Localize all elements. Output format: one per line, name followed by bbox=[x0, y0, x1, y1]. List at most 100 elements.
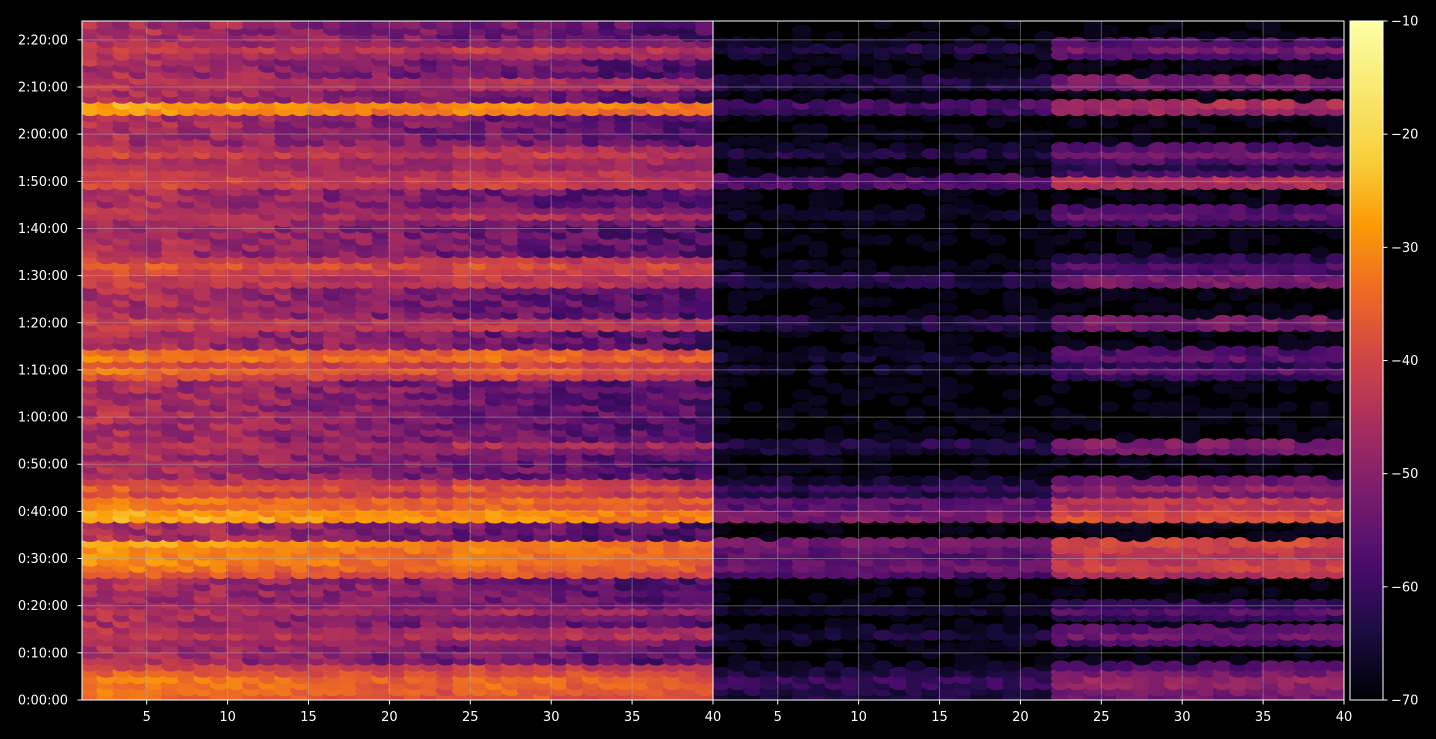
heatmap-cell bbox=[1147, 660, 1168, 672]
heatmap-cell bbox=[1050, 598, 1071, 610]
heatmap-cell bbox=[872, 660, 893, 672]
heatmap-cell bbox=[970, 598, 990, 610]
heatmap-cell bbox=[872, 604, 893, 617]
heatmap-cell bbox=[1293, 537, 1314, 549]
heatmap-cell bbox=[1325, 537, 1344, 549]
heatmap-cell bbox=[1018, 592, 1039, 604]
heatmap-cell bbox=[339, 21, 359, 30]
heatmap-cell bbox=[1067, 598, 1087, 610]
heatmap-cell bbox=[775, 660, 796, 672]
heatmap-cell bbox=[970, 654, 990, 666]
heatmap-cell bbox=[856, 641, 877, 654]
heatmap-cell bbox=[1083, 623, 1104, 635]
heatmap-cell bbox=[970, 623, 990, 635]
heatmap-cell bbox=[1115, 623, 1136, 635]
heatmap-cell bbox=[727, 641, 748, 654]
heatmap-cell bbox=[872, 537, 893, 549]
heatmap-cell bbox=[371, 21, 392, 30]
heatmap-cell bbox=[824, 537, 845, 549]
heatmap-cell bbox=[1212, 660, 1233, 672]
heatmap-cell bbox=[678, 21, 699, 30]
heatmap-cell bbox=[856, 623, 877, 635]
heatmap-cell bbox=[1018, 666, 1039, 678]
heatmap-cell bbox=[1228, 537, 1249, 549]
heatmap-cell bbox=[1196, 623, 1217, 635]
heatmap-cell bbox=[1325, 623, 1344, 635]
heatmap-cell bbox=[1245, 623, 1265, 635]
heatmap-cell bbox=[792, 660, 812, 672]
heatmap-cell bbox=[1245, 660, 1265, 672]
heatmap-cell bbox=[1147, 598, 1168, 610]
heatmap-cell bbox=[1261, 586, 1282, 598]
heatmap-cell bbox=[808, 604, 829, 617]
right-heatmap-marks bbox=[713, 21, 1344, 700]
heatmap-cell bbox=[1196, 660, 1217, 672]
heatmap-cell bbox=[597, 21, 618, 30]
heatmap-cell bbox=[743, 623, 764, 635]
heatmap-cell bbox=[759, 604, 780, 617]
heatmap-cell bbox=[1067, 586, 1087, 598]
heatmap-cell bbox=[905, 586, 926, 598]
heatmap-cell bbox=[630, 21, 651, 30]
heatmap-cell bbox=[161, 21, 181, 30]
heatmap-cell bbox=[1099, 598, 1120, 610]
heatmap-cell bbox=[1083, 654, 1104, 666]
heatmap-cell bbox=[824, 648, 845, 660]
heatmap-cell bbox=[484, 21, 505, 30]
heatmap-cell bbox=[1164, 592, 1185, 604]
heatmap-cell bbox=[581, 21, 602, 30]
heatmap-cell bbox=[1147, 537, 1168, 549]
heatmap-cell bbox=[662, 21, 683, 30]
heatmap-cell bbox=[1131, 623, 1152, 635]
heatmap-cell bbox=[225, 21, 246, 30]
heatmap-cell bbox=[290, 21, 311, 30]
heatmap-cell bbox=[533, 21, 554, 30]
heatmap-cell bbox=[355, 21, 376, 30]
heatmap-cell bbox=[759, 530, 780, 543]
heatmap-cell bbox=[743, 598, 764, 610]
heatmap-cell bbox=[986, 580, 1007, 592]
heatmap-cell bbox=[1245, 598, 1265, 610]
heatmap-cell bbox=[824, 660, 845, 672]
heatmap-cell bbox=[1099, 623, 1120, 635]
heatmap-cell bbox=[1050, 623, 1071, 635]
heatmap-cell bbox=[759, 648, 780, 660]
left-heatmap-marks bbox=[82, 21, 713, 700]
heatmap-cell bbox=[1099, 660, 1120, 672]
heatmap-cell bbox=[921, 666, 942, 678]
heatmap-cell bbox=[953, 604, 974, 617]
right-heatmap-panel bbox=[713, 21, 1344, 700]
heatmap-cell bbox=[840, 666, 861, 678]
heatmap-cell bbox=[1050, 586, 1071, 598]
heatmap-cell bbox=[112, 21, 133, 30]
heatmap-cell bbox=[743, 537, 764, 549]
heatmap-cell bbox=[144, 21, 165, 30]
heatmap-cell bbox=[713, 666, 732, 678]
heatmap-cell bbox=[1325, 660, 1344, 672]
heatmap-cell bbox=[1180, 648, 1201, 660]
heatmap-cell bbox=[241, 21, 262, 30]
heatmap-cell bbox=[500, 21, 521, 30]
heatmap-cell bbox=[96, 21, 117, 30]
heatmap-cell bbox=[258, 21, 279, 30]
heatmap-cell bbox=[775, 629, 796, 641]
heatmap-cell bbox=[1099, 537, 1120, 549]
heatmap-cell bbox=[775, 598, 796, 610]
heatmap-cell bbox=[905, 660, 926, 672]
heatmap-cell bbox=[322, 21, 343, 30]
heatmap-cell bbox=[1228, 654, 1249, 666]
heatmap-cell bbox=[1180, 537, 1201, 549]
heatmap-cell bbox=[889, 604, 910, 617]
heatmap-cell bbox=[1261, 660, 1282, 672]
heatmap-cell bbox=[1212, 592, 1233, 604]
heatmap-cell bbox=[549, 21, 570, 30]
left-heatmap-panel bbox=[82, 21, 713, 700]
heatmap-cell bbox=[840, 617, 861, 629]
heatmap-cell bbox=[713, 604, 732, 617]
heatmap-cell bbox=[937, 604, 958, 617]
heatmap-cell bbox=[565, 21, 586, 30]
heatmap-cell bbox=[387, 21, 408, 30]
heatmap-cell bbox=[1067, 623, 1087, 635]
heatmap-cell bbox=[856, 537, 877, 549]
